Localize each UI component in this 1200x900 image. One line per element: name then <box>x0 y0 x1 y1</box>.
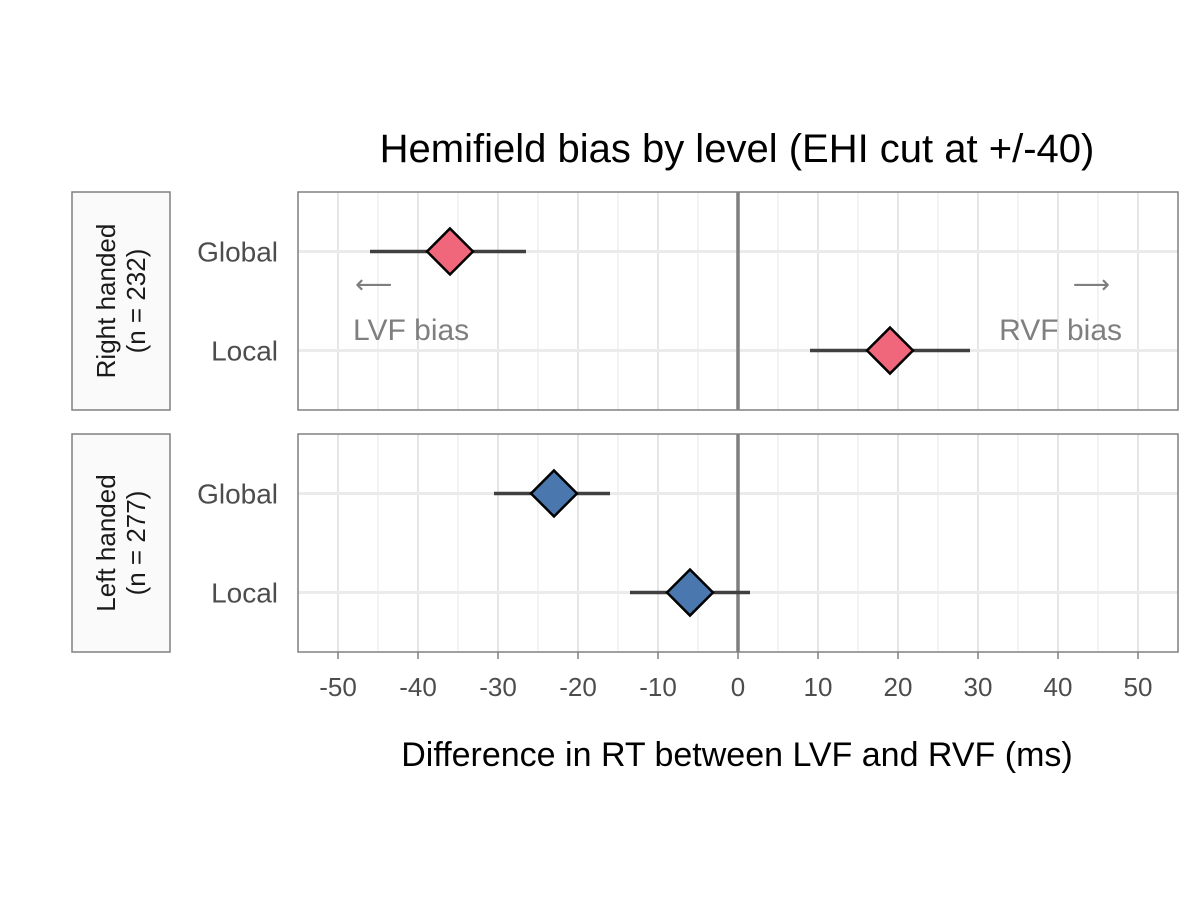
x-tick-label: -20 <box>559 672 597 702</box>
category-label: Global <box>197 236 278 267</box>
lvf-arrow: ⟵ <box>355 269 392 299</box>
category-label: Local <box>211 578 278 609</box>
x-tick-label: 40 <box>1044 672 1073 702</box>
strip-label-line: (n = 232) <box>121 249 151 354</box>
strip-background <box>71 191 171 411</box>
rvf-bias-label: RVF bias <box>999 314 1122 347</box>
x-tick-label: -10 <box>639 672 677 702</box>
point-global <box>370 226 526 277</box>
point-local <box>630 567 750 618</box>
estimate-marker <box>425 226 475 277</box>
x-axis-title: Difference in RT between LVF and RVF (ms… <box>401 736 1072 774</box>
rvf-arrow: ⟶ <box>1073 269 1110 299</box>
strip-label-line: Left handed <box>91 474 121 611</box>
estimate-marker <box>865 325 915 376</box>
facet-strip: Right handed(n = 232) <box>71 191 171 411</box>
strip-background <box>71 433 171 653</box>
x-tick-label: -50 <box>319 672 357 702</box>
estimate-marker <box>665 567 715 618</box>
facet-panel-1: ⟵ LVF bias ⟶ RVF bias Global Local Right hande… <box>71 191 1179 411</box>
strip-label: Right handed(n = 232) <box>91 224 151 379</box>
lvf-bias-label: LVF bias <box>353 314 469 347</box>
facet-panels: ⟵ LVF bias ⟶ RVF bias Global Local Right hande… <box>71 191 1179 653</box>
strip-label: Left handed(n = 277) <box>91 474 151 611</box>
point-global <box>494 468 610 519</box>
category-label: Global <box>197 478 278 509</box>
strip-label-line: (n = 277) <box>121 491 151 596</box>
x-tick-label: -40 <box>399 672 437 702</box>
facet-strip: Left handed(n = 277) <box>71 433 171 653</box>
category-label: Local <box>211 336 278 367</box>
x-tick-label: 0 <box>731 672 745 702</box>
estimate-marker <box>529 468 579 519</box>
x-tick-label: -30 <box>479 672 517 702</box>
x-tick-label: 20 <box>884 672 913 702</box>
strip-label-line: Right handed <box>91 224 121 379</box>
x-tick-label: 10 <box>804 672 833 702</box>
facet-panel-2: Global Local Left handed(n = 277) <box>71 433 1179 653</box>
x-tick-label: 30 <box>964 672 993 702</box>
point-local <box>810 325 970 376</box>
x-tick-label: 50 <box>1124 672 1153 702</box>
panel-border <box>297 191 1179 411</box>
chart-title: Hemifield bias by level (EHI cut at +/-4… <box>380 127 1095 171</box>
x-axis: -50 -40 -30 -20 -10 0 10 20 30 40 50 <box>319 652 1152 702</box>
